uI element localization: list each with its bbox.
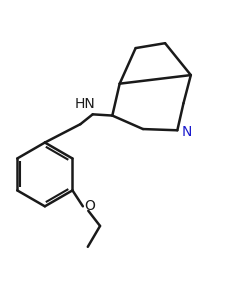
Text: HN: HN: [75, 97, 95, 111]
Text: O: O: [84, 199, 94, 213]
Text: N: N: [181, 124, 191, 139]
